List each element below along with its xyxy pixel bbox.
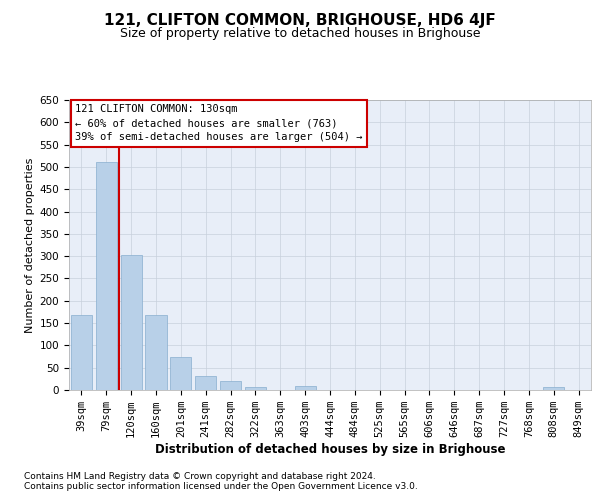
- Bar: [295, 386, 316, 390]
- Bar: [121, 256, 142, 390]
- Bar: [543, 387, 564, 390]
- Y-axis label: Number of detached properties: Number of detached properties: [25, 158, 35, 332]
- Text: Contains HM Land Registry data © Crown copyright and database right 2024.: Contains HM Land Registry data © Crown c…: [24, 472, 376, 481]
- Text: Contains public sector information licensed under the Open Government Licence v3: Contains public sector information licen…: [24, 482, 418, 491]
- Bar: [245, 387, 266, 390]
- Bar: [195, 376, 216, 390]
- Bar: [96, 162, 117, 390]
- Bar: [220, 381, 241, 390]
- Text: Size of property relative to detached houses in Brighouse: Size of property relative to detached ho…: [120, 28, 480, 40]
- Bar: [170, 356, 191, 390]
- Text: 121 CLIFTON COMMON: 130sqm
← 60% of detached houses are smaller (763)
39% of sem: 121 CLIFTON COMMON: 130sqm ← 60% of deta…: [75, 104, 363, 142]
- X-axis label: Distribution of detached houses by size in Brighouse: Distribution of detached houses by size …: [155, 443, 505, 456]
- Bar: [71, 316, 92, 390]
- Text: 121, CLIFTON COMMON, BRIGHOUSE, HD6 4JF: 121, CLIFTON COMMON, BRIGHOUSE, HD6 4JF: [104, 12, 496, 28]
- Bar: [145, 314, 167, 390]
